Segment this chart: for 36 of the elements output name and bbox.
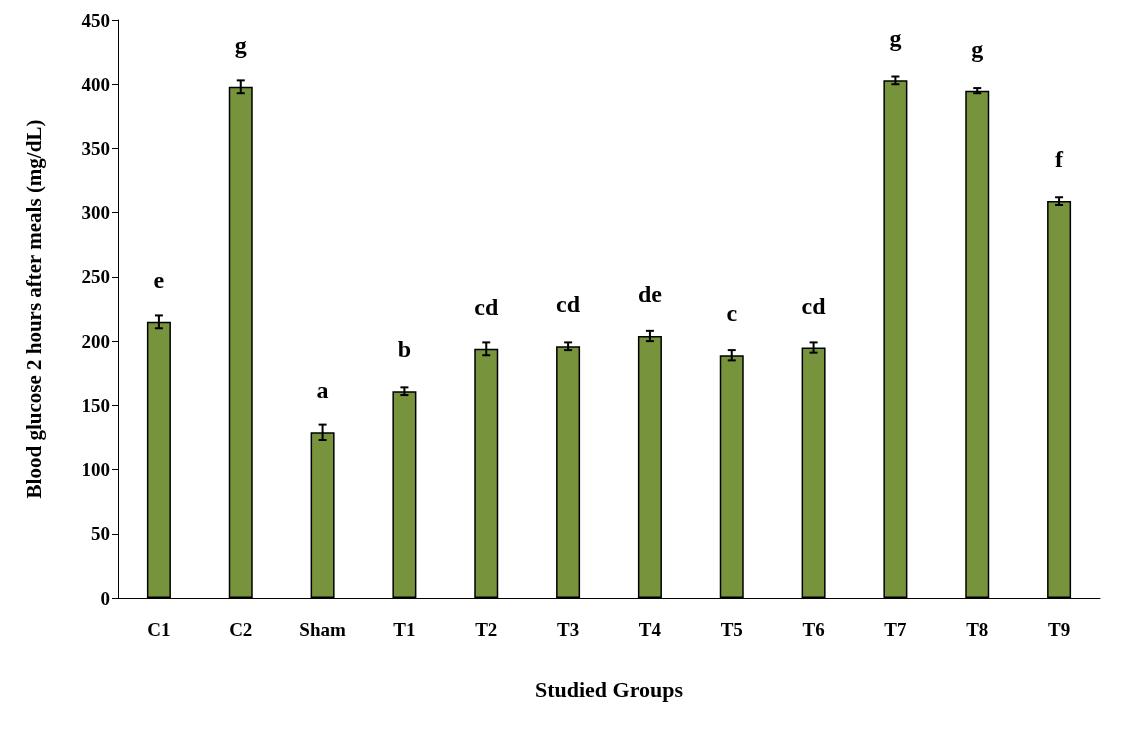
- y-tick-label: 50: [91, 523, 110, 545]
- y-tick-label: 450: [81, 9, 110, 31]
- annotation: f: [1055, 146, 1065, 173]
- y-tick-label: 400: [81, 73, 110, 95]
- annotation: cd: [474, 293, 499, 320]
- y-tick-label: 350: [81, 137, 110, 159]
- x-tick-label: T8: [966, 619, 989, 640]
- x-tick-label: T7: [884, 619, 907, 640]
- x-tick-label: T9: [1047, 619, 1071, 640]
- x-tick-label: T6: [802, 619, 825, 640]
- x-tick-label: T4: [638, 619, 662, 640]
- annotation: cd: [556, 291, 581, 318]
- y-tick-label: 200: [81, 330, 110, 352]
- x-axis-title: Studied Groups: [534, 676, 684, 702]
- y-tick-label: 250: [81, 266, 110, 288]
- annotation: c: [726, 300, 738, 327]
- x-tick-label: T3: [556, 619, 580, 640]
- x-tick-label: C2: [229, 619, 253, 640]
- annotation: g: [971, 35, 984, 62]
- annotation: g: [234, 31, 247, 58]
- annotation: e: [153, 266, 165, 293]
- x-tick-label: Sham: [299, 619, 346, 640]
- annotation: de: [637, 280, 663, 307]
- y-tick-label: 150: [81, 394, 110, 416]
- y-tick-label: 300: [81, 202, 110, 224]
- y-tick-label: 0: [100, 587, 110, 609]
- y-tick-label: 100: [81, 459, 110, 481]
- annotation: a: [316, 377, 329, 404]
- x-tick-label: T1: [393, 619, 416, 640]
- annotation: g: [889, 25, 902, 52]
- annotation: cd: [801, 292, 827, 319]
- annotation: b: [397, 336, 412, 363]
- x-tick-label: C1: [147, 619, 171, 640]
- y-axis-title: Blood glucose 2 hours after meals (mg/dL): [21, 119, 46, 499]
- x-tick-label: T2: [475, 619, 498, 640]
- x-tick-label: T5: [720, 619, 743, 640]
